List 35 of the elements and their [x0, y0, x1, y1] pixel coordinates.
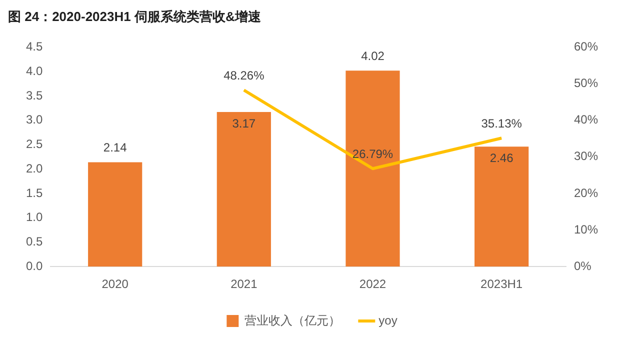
y2-tick-label: 50% [574, 76, 598, 90]
data-label: 48.26% [224, 68, 265, 82]
x-tick-label: 2022 [359, 277, 386, 292]
y-tick-label: 4.5 [26, 40, 43, 54]
y2-tick-label: 40% [574, 112, 598, 127]
x-tick-label: 2020 [102, 277, 129, 292]
legend-label: yoy [378, 313, 398, 328]
x-tick-label: 2021 [230, 277, 258, 292]
bar [346, 70, 400, 267]
y-tick-label: 0.5 [26, 234, 43, 249]
data-label: 2.46 [490, 150, 514, 165]
data-label: 4.02 [361, 48, 385, 63]
bar [88, 162, 142, 267]
y-tick-label: 1.0 [26, 210, 43, 224]
y2-tick-label: 30% [574, 149, 598, 164]
y2-tick-label: 60% [574, 40, 598, 54]
data-label: 2.14 [103, 140, 128, 155]
data-label: 3.17 [232, 116, 256, 130]
y-tick-label: 1.5 [26, 186, 43, 200]
data-label: 26.79% [352, 146, 394, 161]
bar [474, 146, 529, 267]
y-tick-label: 3.5 [26, 88, 43, 102]
chart-title: 图 24：2020-2023H1 伺服系统类营收&增速 [8, 8, 262, 26]
y-tick-label: 2.5 [26, 137, 43, 152]
y-tick-label: 3.0 [26, 112, 43, 127]
x-tick-label: 2023H1 [480, 277, 523, 292]
y2-tick-label: 0% [574, 258, 592, 273]
legend-label: 营业收入（亿元） [244, 313, 341, 328]
y2-tick-label: 20% [574, 186, 598, 200]
y-tick-label: 4.0 [26, 64, 43, 78]
y-tick-label: 2.0 [26, 161, 43, 176]
y-tick-label: 0.0 [26, 258, 43, 273]
data-label: 35.13% [481, 116, 522, 130]
bar [216, 112, 271, 267]
y2-tick-label: 10% [574, 222, 598, 236]
